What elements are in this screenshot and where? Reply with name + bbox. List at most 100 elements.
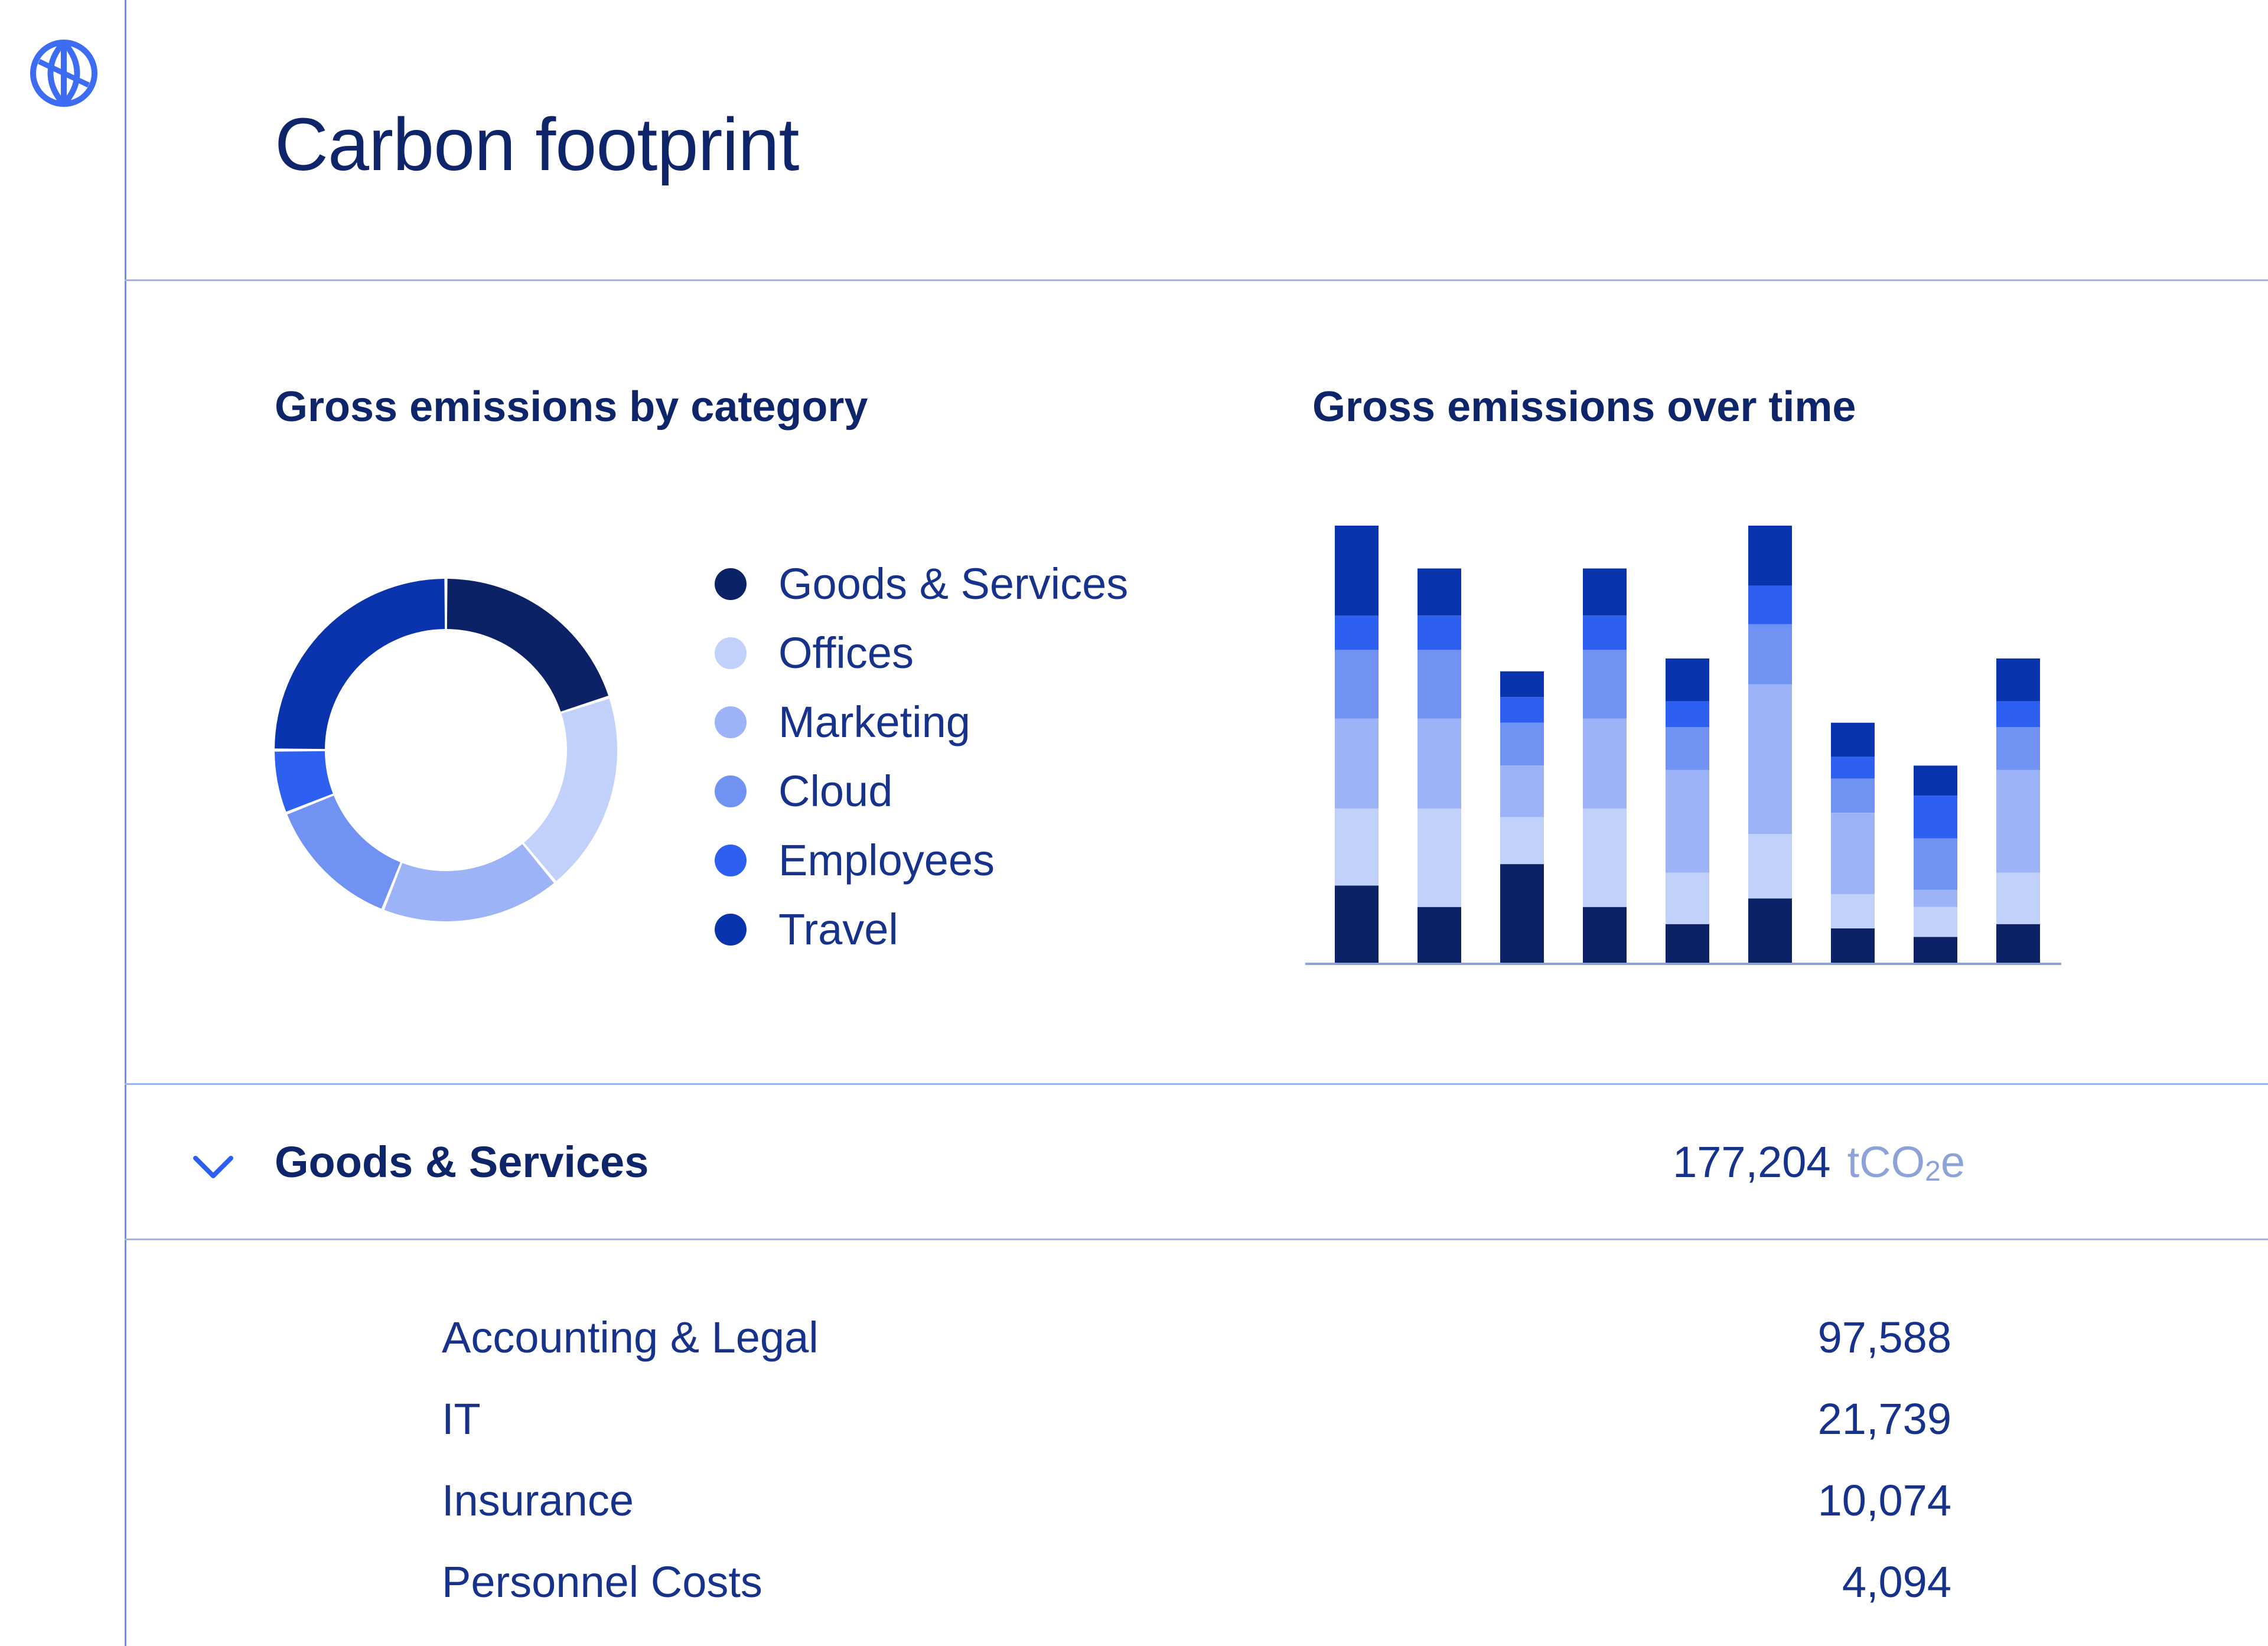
bar-segment	[1996, 658, 2040, 702]
legend-item: Goods & Services	[715, 549, 1128, 618]
bar-segment	[1418, 615, 1461, 650]
bar-segment	[1748, 585, 1792, 624]
bar-segment	[1666, 872, 1709, 924]
item-name: IT	[442, 1394, 481, 1443]
bar-segment	[1418, 808, 1461, 907]
bar-segment	[1666, 727, 1709, 770]
time-chart-title: Gross emissions over time	[1312, 383, 1856, 431]
bar-segment	[1335, 808, 1379, 886]
bar-segment	[1996, 727, 2040, 770]
bar-segment	[1914, 765, 1957, 796]
donut-slice	[287, 796, 400, 909]
donut-slice	[275, 579, 445, 749]
bar-segment	[1500, 765, 1544, 817]
legend-item: Employees	[715, 826, 1128, 895]
donut-slice	[384, 844, 554, 922]
bar-segment	[1583, 907, 1627, 963]
category-donut-chart	[275, 579, 618, 922]
bar-segment	[1583, 650, 1627, 719]
bar-segment	[1418, 650, 1461, 719]
legend-label: Goods & Services	[778, 559, 1129, 608]
category-row-title: Goods & Services	[275, 1137, 649, 1187]
legend-item: Offices	[715, 618, 1128, 687]
bar-segment	[1831, 813, 1875, 894]
legend-item: Cloud	[715, 757, 1128, 826]
bar-segment	[1666, 701, 1709, 727]
legend-item: Travel	[715, 895, 1128, 964]
bar-segment	[1914, 937, 1957, 963]
bar-segment	[1418, 907, 1461, 963]
bar-segment	[1748, 684, 1792, 835]
item-value: 21,739	[1817, 1394, 1951, 1443]
bar-segment	[1831, 894, 1875, 928]
bar-segment	[1914, 796, 1957, 839]
bar-segment	[1666, 658, 1709, 702]
bar-segment	[1914, 907, 1957, 937]
unit-label: tCO2e	[1847, 1137, 1965, 1187]
bar-segment	[1335, 615, 1379, 650]
sidebar-divider	[125, 0, 126, 1646]
bar-segment	[1335, 650, 1379, 719]
legend-label: Marketing	[778, 697, 970, 747]
legend-swatch	[715, 844, 747, 876]
bar-segment	[1748, 624, 1792, 685]
category-legend: Goods & Services Offices Marketing Cloud Emp…	[715, 549, 1128, 964]
item-value: 10,074	[1817, 1476, 1951, 1525]
legend-item: Marketing	[715, 687, 1128, 757]
bar-segment	[1666, 770, 1709, 873]
legend-label: Employees	[778, 836, 995, 885]
header-divider	[125, 279, 2268, 281]
list-item: Insurance 10,074	[442, 1475, 1951, 1534]
bar-segment	[1996, 872, 2040, 924]
bar-segment	[1914, 838, 1957, 890]
bar-segment	[1666, 924, 1709, 963]
bar-segment	[1748, 898, 1792, 963]
bar-segment	[1583, 568, 1627, 616]
legend-label: Travel	[778, 905, 898, 954]
category-row-goods-services[interactable]: Goods & Services 177,204 tCO2e	[125, 1090, 2268, 1240]
bar-segment	[1418, 718, 1461, 809]
bar-segment	[1748, 526, 1792, 586]
bar-segment	[1583, 718, 1627, 809]
donut-slice	[447, 579, 608, 712]
bar-segment	[1831, 722, 1875, 757]
bar-segment	[1748, 834, 1792, 899]
category-row-divider	[125, 1238, 2268, 1240]
bar-segment	[1335, 526, 1379, 616]
bar-segment	[1335, 885, 1379, 963]
globe-icon[interactable]	[28, 38, 99, 109]
bar-segment	[1500, 697, 1544, 723]
charts-divider	[125, 1083, 2268, 1085]
bar-segment	[1418, 568, 1461, 616]
legend-swatch	[715, 568, 747, 600]
legend-label: Cloud	[778, 767, 893, 816]
item-name: Insurance	[442, 1476, 634, 1525]
legend-swatch	[715, 637, 747, 669]
legend-swatch	[715, 706, 747, 738]
bar-segment	[1831, 757, 1875, 779]
donut-slice	[524, 698, 618, 881]
item-value: 97,588	[1817, 1313, 1951, 1362]
bar-segment	[1500, 722, 1544, 766]
category-total-value: 177,204	[1673, 1137, 1831, 1187]
bar-segment	[1831, 928, 1875, 963]
item-value: 4,094	[1842, 1557, 1951, 1606]
donut-slice	[275, 751, 333, 812]
legend-label: Offices	[778, 628, 914, 677]
bar-segment	[1914, 889, 1957, 907]
bar-segment	[1500, 817, 1544, 865]
category-row-total: 177,204 tCO2e	[1673, 1137, 1965, 1188]
chevron-down-icon[interactable]	[190, 1149, 237, 1184]
list-item: IT 21,739	[442, 1394, 1951, 1453]
bar-segment	[1335, 718, 1379, 809]
bar-segment	[1831, 778, 1875, 813]
bar-segment	[1500, 671, 1544, 697]
list-item: Accounting & Legal 97,588	[442, 1312, 1951, 1371]
bar-segment	[1996, 770, 2040, 873]
bar-segment	[1583, 615, 1627, 650]
bar-segment	[1583, 808, 1627, 907]
bar-segment	[1996, 924, 2040, 963]
item-name: Personnel Costs	[442, 1557, 762, 1606]
category-chart-title: Gross emissions by category	[275, 383, 868, 431]
legend-swatch	[715, 775, 747, 807]
